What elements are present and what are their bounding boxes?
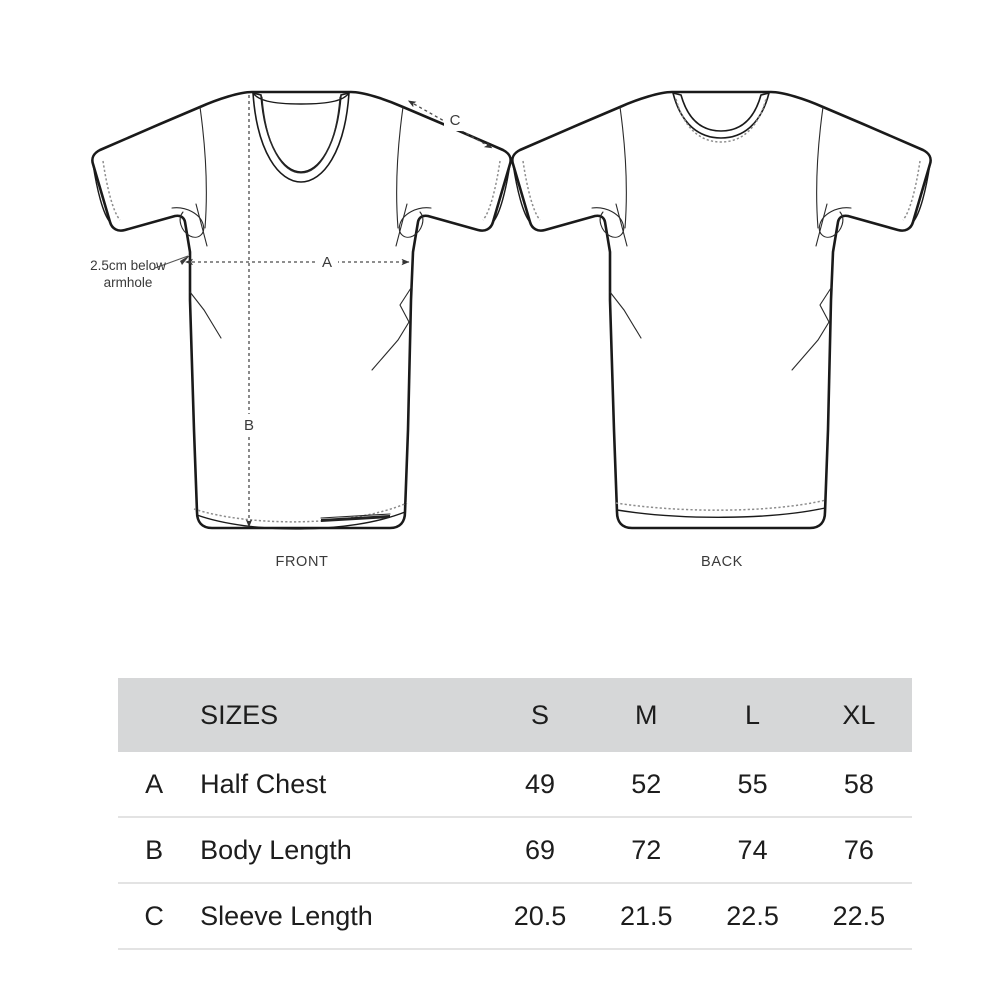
front-hem-tab [320, 513, 391, 519]
back-left-sleeve-hem [512, 163, 531, 223]
row-key-c: C [118, 883, 191, 950]
dimension-b-label: B [244, 417, 254, 434]
front-hem-tab-fill [321, 515, 390, 522]
size-table-header-row: SIZES S M L XL [118, 678, 912, 752]
front-view-caption: FRONT [276, 554, 329, 570]
front-bottom-hem [196, 511, 406, 530]
cell-sleeve-length-l: 22.5 [699, 883, 806, 950]
front-right-armhole-tick [395, 203, 408, 247]
back-left-armhole-tick [615, 203, 628, 247]
back-right-side-drape [791, 287, 832, 371]
dimension-c-label: C [450, 112, 461, 129]
cell-sleeve-length-m: 21.5 [593, 883, 700, 950]
back-right-sleeve-stitch [902, 160, 921, 221]
cell-half-chest-xl: 58 [805, 752, 912, 818]
row-key-a: A [118, 752, 191, 818]
front-neck-opening [258, 96, 344, 176]
front-right-shoulder-seam [396, 106, 404, 229]
annotation-leader-line [154, 255, 189, 269]
dimension-c-label-bg [444, 111, 466, 131]
front-right-armhole-detail [398, 207, 432, 238]
size-table-body: A Half Chest 49 52 55 58 B Body Length 6… [118, 752, 912, 950]
dimension-a-label-bg [316, 251, 338, 272]
annotation-arrowhead-icon [180, 255, 190, 265]
back-right-sleeve-hem [912, 163, 931, 223]
cell-body-length-l: 74 [699, 817, 806, 884]
row-name-sleeve-length: Sleeve Length [190, 883, 487, 950]
table-row: B Body Length 69 72 74 76 [118, 817, 912, 884]
back-view-caption: BACK [701, 554, 743, 570]
back-collar-rib [671, 91, 771, 139]
row-key-b: B [118, 817, 191, 884]
front-left-armhole-tick [195, 203, 208, 247]
front-left-sleeve-stitch [102, 160, 121, 221]
table-row: A Half Chest 49 52 55 58 [118, 752, 912, 818]
cell-sleeve-length-xl: 22.5 [805, 883, 912, 950]
garment-technical-drawing: A B C 2.5cm below armhole FRONT [90, 90, 932, 570]
back-neck-opening [676, 95, 766, 132]
size-table-head: SIZES S M L XL [118, 678, 912, 752]
front-left-shoulder-seam [199, 106, 207, 229]
front-collar-rib [252, 91, 350, 183]
back-left-side-drape [609, 291, 642, 339]
annotation-line-2: armhole [104, 275, 153, 290]
dimension-b-label-bg [239, 414, 260, 436]
back-view-group: BACK [511, 90, 932, 570]
front-view-group: A B C 2.5cm below armhole FRONT [90, 90, 512, 570]
front-right-sleeve-hem [492, 163, 511, 223]
front-left-sleeve-hem [92, 163, 111, 223]
front-right-sleeve-stitch [482, 160, 501, 221]
cell-sleeve-length-s: 20.5 [486, 883, 594, 950]
cell-body-length-s: 69 [486, 817, 594, 884]
dimension-a-label: A [322, 254, 332, 271]
back-left-armhole-detail [591, 207, 625, 238]
cell-body-length-xl: 76 [805, 817, 912, 884]
cell-half-chest-l: 55 [699, 752, 806, 818]
back-right-armhole-detail [818, 207, 852, 238]
front-left-side-drape [189, 291, 222, 339]
cell-half-chest-m: 52 [593, 752, 700, 818]
size-table-container: SIZES S M L XL A Half Chest 49 52 55 58 [118, 678, 912, 950]
back-left-shoulder-seam [619, 106, 627, 229]
back-collar-stitch [675, 98, 767, 143]
header-key-column [118, 678, 191, 752]
header-size-l: L [699, 678, 806, 752]
back-body-outline [511, 90, 932, 530]
back-right-armhole-tick [815, 203, 828, 247]
row-name-body-length: Body Length [190, 817, 487, 884]
front-neck-seam [261, 96, 341, 174]
row-name-half-chest: Half Chest [190, 752, 487, 818]
cell-body-length-m: 72 [593, 817, 700, 884]
back-right-shoulder-seam [816, 106, 824, 229]
front-collar-edge [252, 92, 350, 105]
front-right-side-drape [371, 287, 412, 371]
size-table: SIZES S M L XL A Half Chest 49 52 55 58 [118, 678, 912, 950]
header-size-s: S [486, 678, 594, 752]
back-bottom-hem [616, 507, 826, 518]
back-left-sleeve-stitch [522, 160, 541, 221]
header-size-xl: XL [805, 678, 912, 752]
cell-half-chest-s: 49 [486, 752, 594, 818]
front-left-armhole-detail [171, 207, 205, 238]
front-bottom-hem-stitch [193, 502, 408, 523]
front-body-outline [91, 90, 512, 530]
header-sizes-label: SIZES [190, 678, 487, 752]
header-size-m: M [593, 678, 700, 752]
annotation-line-1: 2.5cm below [90, 258, 166, 273]
table-row: C Sleeve Length 20.5 21.5 22.5 22.5 [118, 883, 912, 950]
